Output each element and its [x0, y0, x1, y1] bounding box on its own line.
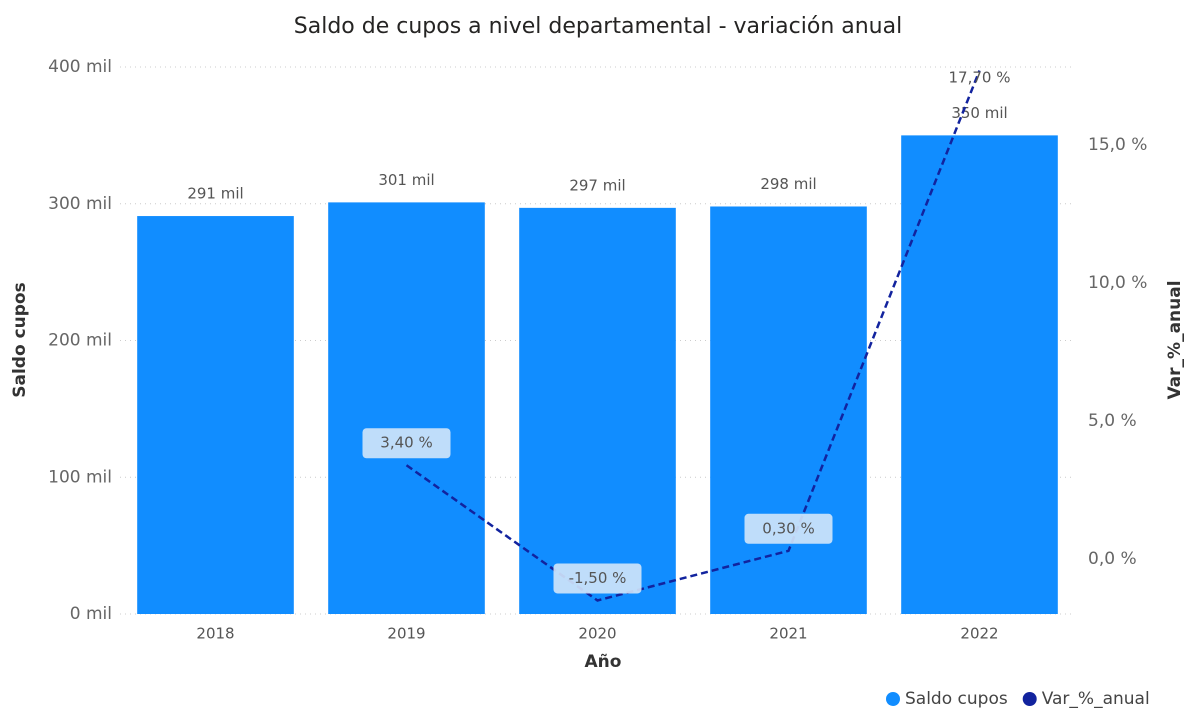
bar — [519, 207, 676, 615]
y-tick-label: 200 mil — [48, 331, 112, 351]
bar-value-label: 291 mil — [187, 185, 243, 203]
bar-value-label: 298 mil — [760, 175, 816, 193]
y2-tick-label: 5,0 % — [1088, 411, 1137, 431]
data-label-box — [362, 428, 451, 459]
y-tick-label: 100 mil — [48, 467, 112, 487]
chart-title: Saldo de cupos a nivel departamental - v… — [294, 14, 902, 39]
line-value-label: 0,30 % — [762, 519, 814, 537]
bar — [710, 206, 867, 615]
legend-marker — [886, 692, 900, 706]
y-tick-label: 0 mil — [70, 604, 112, 624]
legend-label: Saldo cupos — [905, 689, 1008, 709]
line-value-label: 3,40 % — [380, 434, 432, 452]
y2-tick-label: 10,0 % — [1088, 273, 1147, 293]
bar-value-label: 301 mil — [378, 171, 434, 189]
bar — [328, 202, 485, 614]
legend-label: Var_%_anual — [1042, 689, 1150, 709]
x-tick-label: 2018 — [196, 625, 234, 643]
y-tick-label: 400 mil — [48, 57, 112, 77]
bar-value-label: 297 mil — [569, 176, 625, 194]
line — [405, 70, 981, 602]
y-axis-label: Saldo cupos — [10, 282, 30, 397]
data-label-box — [553, 563, 642, 594]
bar — [137, 216, 294, 614]
line-value-label: -1,50 % — [569, 569, 627, 587]
x-tick-label: 2019 — [387, 625, 425, 643]
y2-tick-label: 15,0 % — [1088, 135, 1147, 155]
x-axis-label: Año — [585, 652, 622, 672]
legend-marker — [1022, 692, 1037, 706]
x-tick-label: 2021 — [769, 625, 807, 643]
y2-axis-label: Var_%_anual — [1165, 280, 1185, 399]
line-value-label: 17,70 % — [949, 69, 1011, 87]
y2-tick-label: 0,0 % — [1088, 549, 1137, 569]
data-label-box — [744, 513, 833, 544]
y-tick-label: 300 mil — [48, 194, 112, 214]
x-tick-label: 2022 — [960, 625, 998, 643]
x-tick-label: 2020 — [578, 625, 616, 643]
bar — [901, 135, 1058, 614]
